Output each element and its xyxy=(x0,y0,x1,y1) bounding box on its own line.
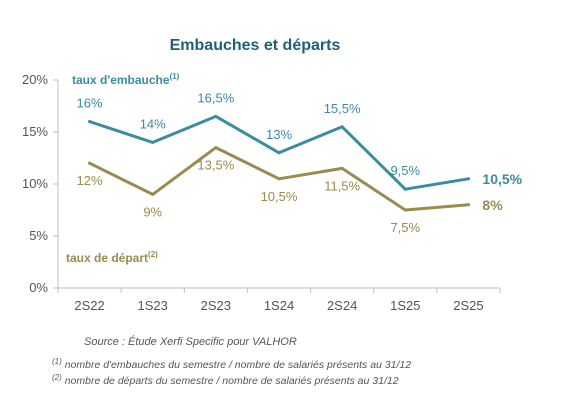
data-label: 11,5% xyxy=(324,178,360,193)
data-point xyxy=(151,192,155,196)
data-label: 16% xyxy=(77,96,103,111)
data-label: 15,5% xyxy=(324,101,361,116)
data-label: 7,5% xyxy=(390,220,420,235)
data-point xyxy=(466,177,470,181)
x-tick-label: 1S23 xyxy=(138,298,168,313)
data-label: 9% xyxy=(143,204,162,219)
series-name-depart-sup: (2) xyxy=(148,250,158,259)
series-name-embauche-text: taux d'embauche xyxy=(72,73,170,87)
data-point xyxy=(277,177,281,181)
data-point xyxy=(340,125,344,129)
data-point xyxy=(277,151,281,155)
data-point xyxy=(214,114,218,118)
series-group xyxy=(88,114,470,212)
note-2-mark: (2) xyxy=(52,373,62,382)
x-tick-label: 1S25 xyxy=(390,298,420,313)
x-tick-label: 1S24 xyxy=(264,298,294,313)
x-tick-label: 2S22 xyxy=(74,298,104,313)
data-point xyxy=(403,208,407,212)
x-tick-label: 2S23 xyxy=(201,298,231,313)
series-name-embauche-sup: (1) xyxy=(170,72,180,81)
data-point xyxy=(340,166,344,170)
data-point xyxy=(466,203,470,207)
x-tick-label: 2S24 xyxy=(327,298,357,313)
axes: 0% 5% 10% 15% 20% 2S22 1S23 2S23 1S24 2S24 1S25 2S2… xyxy=(22,72,501,313)
data-label: 10,5% xyxy=(261,189,298,204)
data-label: 13,5% xyxy=(197,158,234,173)
y-tick-label: 20% xyxy=(22,72,48,87)
y-tick-label: 10% xyxy=(22,176,48,191)
data-label: 16,5% xyxy=(197,90,234,105)
data-point xyxy=(151,140,155,144)
series-name-depart: taux de départ(2) xyxy=(66,250,158,265)
source-text: Source : Étude Xerfi Specific pour VALHO… xyxy=(84,335,297,348)
note-2-text: nombre de départs du semestre / nombre d… xyxy=(62,375,399,387)
data-point xyxy=(214,146,218,150)
note-2: (2) nombre de départs du semestre / nomb… xyxy=(52,373,399,387)
y-tick-label: 5% xyxy=(29,228,48,243)
data-point xyxy=(88,120,92,124)
note-1-mark: (1) xyxy=(52,357,62,366)
data-label: 10,5% xyxy=(482,171,522,187)
data-label: 9,5% xyxy=(390,163,420,178)
x-tick-label: 2S25 xyxy=(453,298,483,313)
note-1: (1) nombre d'embauches du semestre / nom… xyxy=(52,357,411,371)
series-name-embauche: taux d'embauche(1) xyxy=(72,72,180,87)
data-point xyxy=(88,161,92,165)
data-point xyxy=(403,187,407,191)
data-label: 14% xyxy=(140,116,166,131)
chart-title: Embauches et départs xyxy=(170,37,341,54)
series-name-depart-text: taux de départ xyxy=(66,251,148,265)
data-label: 13% xyxy=(266,127,292,142)
note-1-text: nombre d'embauches du semestre / nombre … xyxy=(62,359,411,371)
data-label: 8% xyxy=(482,197,503,213)
y-tick-label: 15% xyxy=(22,124,48,139)
data-label: 12% xyxy=(77,173,103,188)
labels-group: 16% 14% 16,5% 13% 15,5% 9,5% 10,5% 12% 9% 13,5% 10… xyxy=(77,90,523,235)
y-tick-label: 0% xyxy=(29,280,48,295)
